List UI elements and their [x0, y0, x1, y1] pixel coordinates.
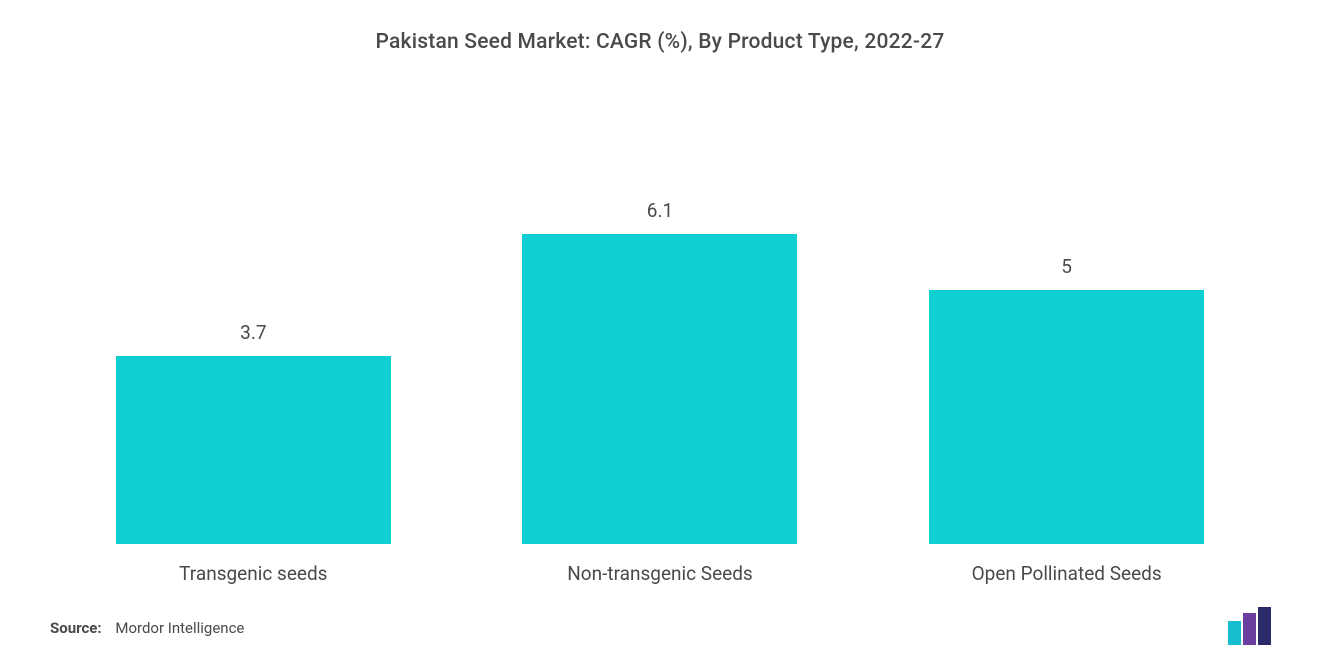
logo-bar-1	[1228, 621, 1241, 645]
bar-value-2: 5	[1061, 255, 1072, 278]
chart-container: Pakistan Seed Market: CAGR (%), By Produ…	[0, 0, 1320, 665]
bar-value-1: 6.1	[647, 199, 673, 222]
logo-bar-2	[1243, 613, 1256, 645]
bar-value-0: 3.7	[240, 321, 266, 344]
bar-group-0: 3.7	[50, 321, 456, 544]
bars-row: 3.7 6.1 5	[50, 74, 1270, 544]
logo-bar-3	[1258, 607, 1271, 645]
source-label: Source:	[50, 619, 102, 637]
bar-2	[929, 290, 1204, 544]
source-text: Mordor Intelligence	[115, 619, 244, 637]
bar-group-1: 6.1	[457, 199, 863, 544]
x-label-1: Non-transgenic Seeds	[457, 562, 863, 585]
bar-group-2: 5	[864, 255, 1270, 544]
x-label-2: Open Pollinated Seeds	[864, 562, 1270, 585]
bar-1	[522, 234, 797, 544]
bar-0	[116, 356, 391, 544]
x-axis-labels: Transgenic seeds Non-transgenic Seeds Op…	[50, 562, 1270, 585]
mordor-logo-icon	[1228, 607, 1282, 645]
x-label-0: Transgenic seeds	[50, 562, 456, 585]
chart-title: Pakistan Seed Market: CAGR (%), By Produ…	[50, 30, 1270, 54]
plot-area: 3.7 6.1 5	[50, 74, 1270, 544]
source-footer: Source: Mordor Intelligence	[50, 619, 244, 637]
